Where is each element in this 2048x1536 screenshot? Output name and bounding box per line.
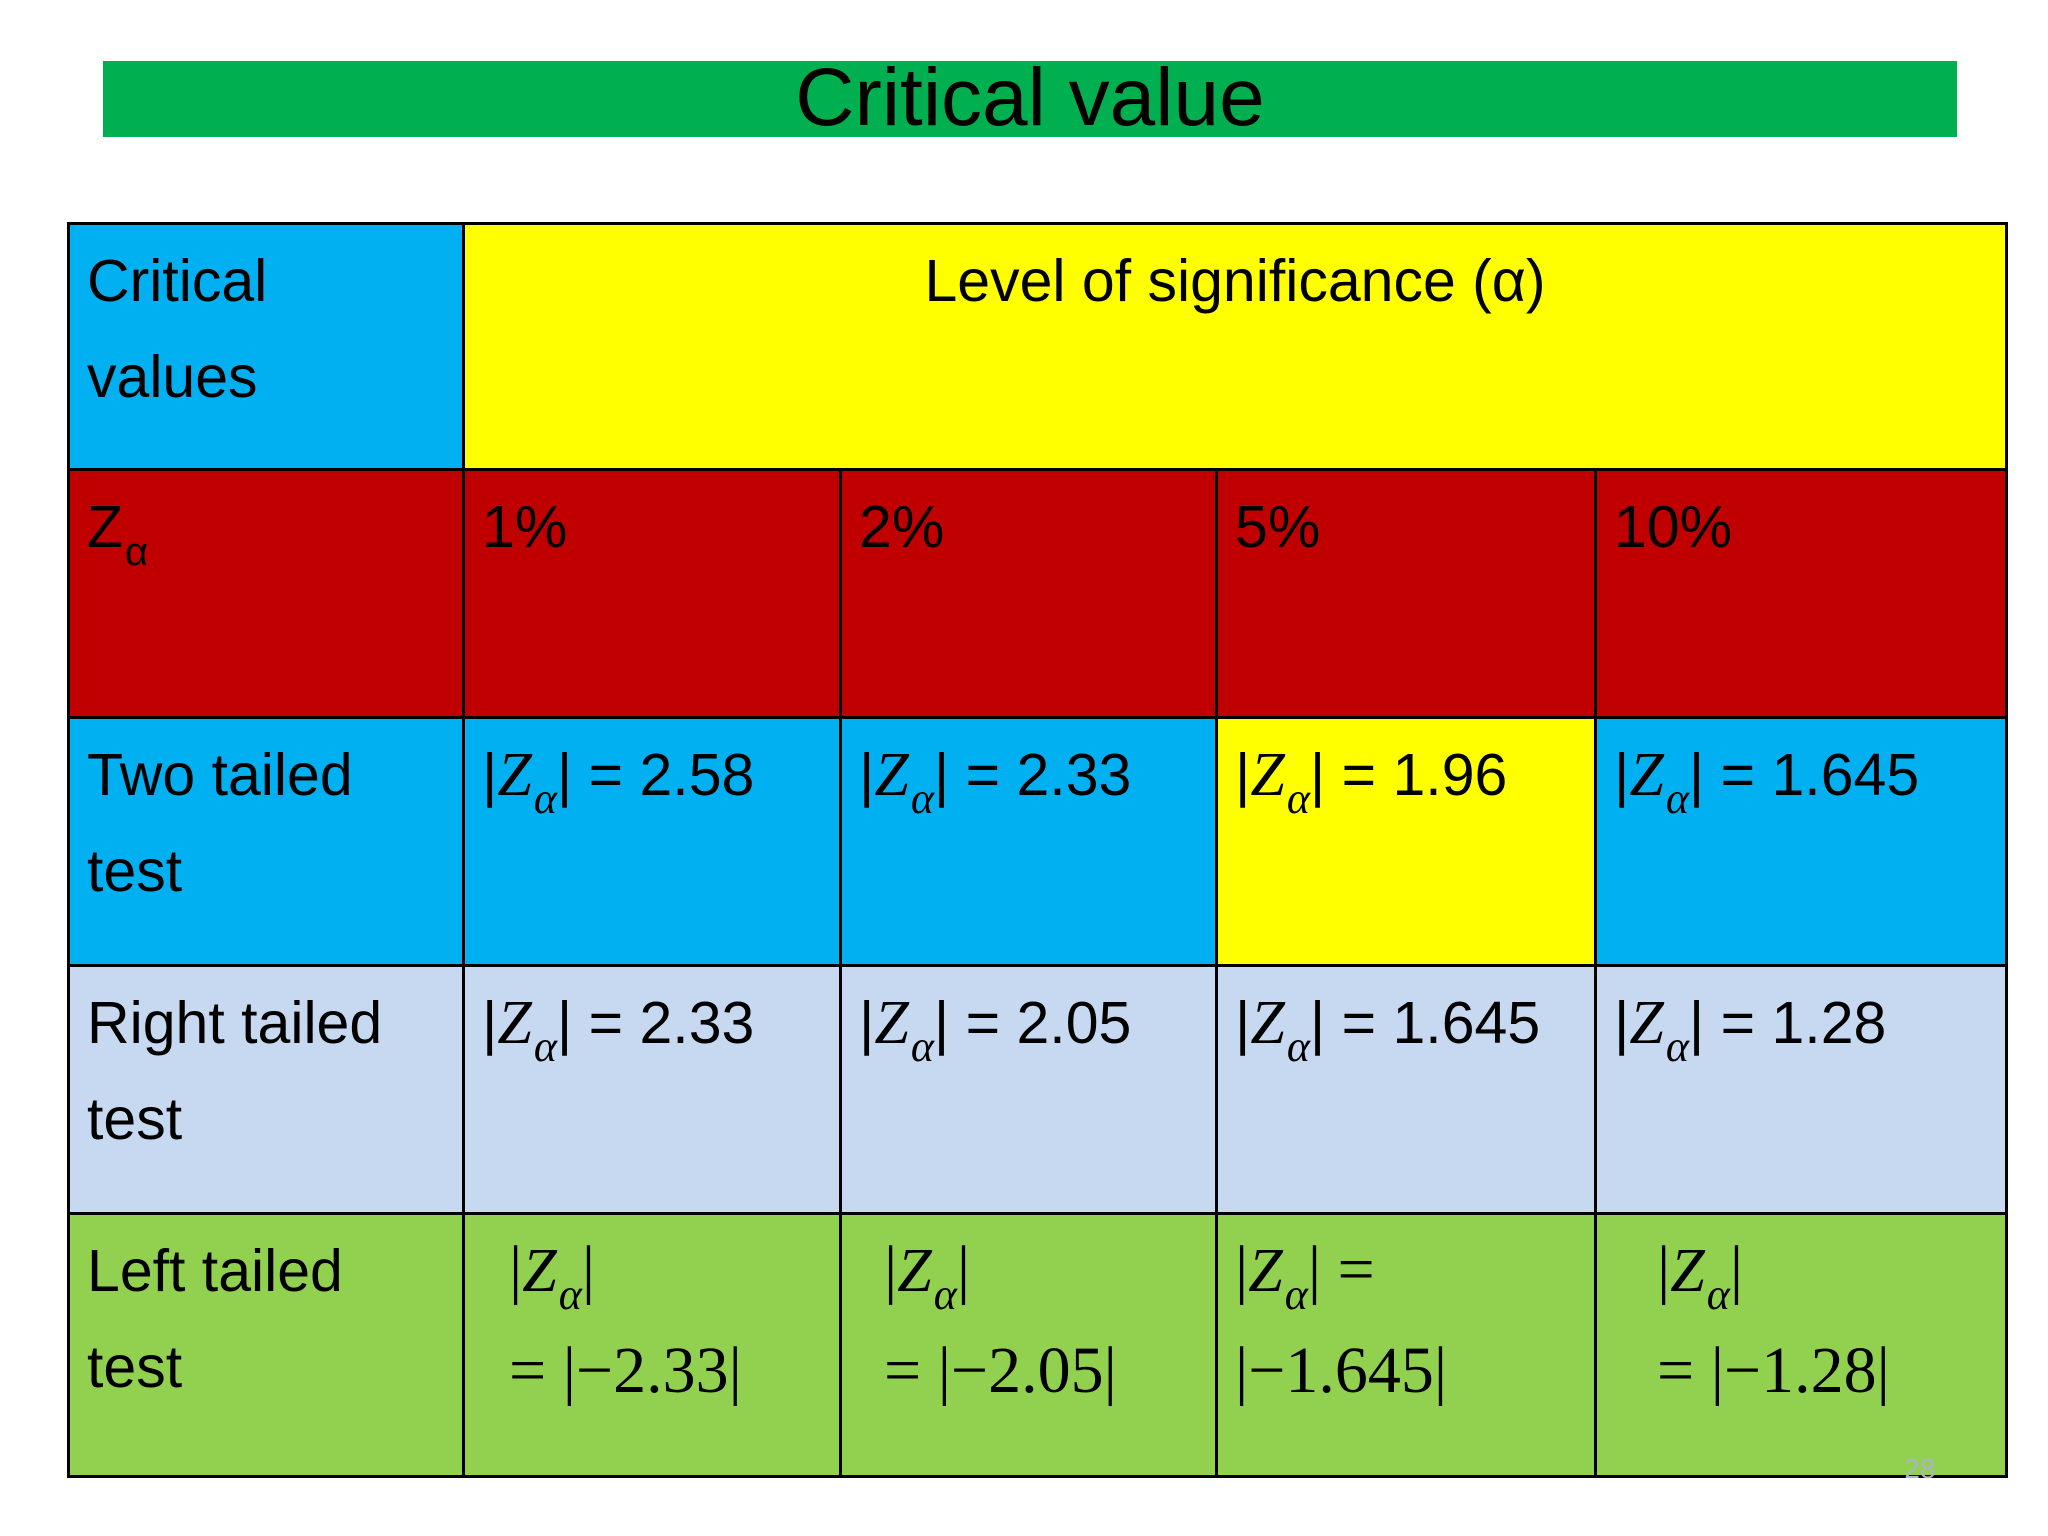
z-subscript: α bbox=[910, 774, 934, 823]
value: = 2.33 bbox=[965, 742, 1132, 808]
right-tailed-1pct-cell: |Zα| = 2.33 bbox=[465, 967, 842, 1215]
row-label-line2: test bbox=[87, 838, 183, 904]
left-tailed-10pct-cell: |Zα| = |−1.28| bbox=[1597, 1215, 2005, 1475]
critical-value-table: Critical values Level of significance (α… bbox=[67, 222, 2008, 1478]
two-tailed-2pct-cell: |Zα| = 2.33 bbox=[842, 719, 1218, 967]
alpha-level-cell: 5% bbox=[1218, 471, 1597, 719]
right-tailed-5pct-cell: |Zα| = 1.645 bbox=[1218, 967, 1597, 1215]
z-subscript: α bbox=[1665, 1022, 1689, 1071]
row-label-line1: Right tailed bbox=[87, 990, 383, 1056]
significance-header-label: Level of significance (α) bbox=[924, 248, 1546, 314]
value: = 1.28 bbox=[1720, 990, 1887, 1056]
two-tailed-10pct-cell: |Zα| = 1.645 bbox=[1597, 719, 2005, 967]
corner-header-line2: values bbox=[87, 344, 258, 410]
z-symbol: Z bbox=[522, 1237, 557, 1305]
z-subscript: α bbox=[933, 1270, 957, 1319]
value: = 1.645 bbox=[1341, 990, 1541, 1056]
value: = 1.645 bbox=[1720, 742, 1920, 808]
z-symbol: Z bbox=[1250, 989, 1285, 1057]
alpha-level-cell: 2% bbox=[842, 471, 1218, 719]
row-label-line2: test bbox=[87, 1334, 183, 1400]
z-subscript: α bbox=[1665, 774, 1689, 823]
right-tailed-10pct-cell: |Zα| = 1.28 bbox=[1597, 967, 2005, 1215]
two-tailed-1pct-cell: |Zα| = 2.58 bbox=[465, 719, 842, 967]
row-label-line2: test bbox=[87, 1086, 183, 1152]
z-symbol: Z bbox=[497, 741, 532, 809]
z-subscript: α bbox=[1706, 1270, 1730, 1319]
two-tailed-5pct-cell: |Zα| = 1.96 bbox=[1218, 719, 1597, 967]
value: = 2.58 bbox=[588, 742, 755, 808]
row-label-two-tailed: Two tailed test bbox=[70, 719, 465, 967]
right-tailed-2pct-cell: |Zα| = 2.05 bbox=[842, 967, 1218, 1215]
z-symbol: Z bbox=[1250, 741, 1285, 809]
alpha-label-cell: Zα bbox=[70, 471, 465, 719]
z-symbol: Z bbox=[1670, 1237, 1705, 1305]
alpha-level-10pct: 10% bbox=[1614, 494, 1733, 560]
left-tailed-1pct-cell: |Zα| = |−2.33| bbox=[465, 1215, 842, 1475]
z-subscript: α bbox=[1284, 1270, 1308, 1319]
alpha-subscript: α bbox=[125, 530, 149, 574]
value: = 2.33 bbox=[588, 990, 755, 1056]
row-label-left-tailed: Left tailed test bbox=[70, 1215, 465, 1475]
value: = |−1.28| bbox=[1657, 1334, 1890, 1407]
alpha-level-cell: 1% bbox=[465, 471, 842, 719]
z-symbol: Z bbox=[1629, 989, 1664, 1057]
z-subscript: α bbox=[1286, 1022, 1310, 1071]
z-subscript: α bbox=[533, 1022, 557, 1071]
z-subscript: α bbox=[533, 774, 557, 823]
z-symbol: Z bbox=[874, 741, 909, 809]
significance-header-cell: Level of significance (α) bbox=[465, 225, 2005, 471]
alpha-level-2pct: 2% bbox=[859, 494, 945, 560]
row-label-line1: Left tailed bbox=[87, 1238, 343, 1304]
left-tailed-5pct-cell: |Zα| = |−1.645| bbox=[1218, 1215, 1597, 1475]
alpha-symbol: Z bbox=[87, 494, 124, 560]
row-label-line1: Two tailed bbox=[87, 742, 353, 808]
value: = |−2.33| bbox=[509, 1334, 742, 1407]
row-label-right-tailed: Right tailed test bbox=[70, 967, 465, 1215]
z-symbol: Z bbox=[1629, 741, 1664, 809]
alpha-level-5pct: 5% bbox=[1235, 494, 1321, 560]
page-number: 28 bbox=[1904, 1453, 1936, 1484]
equals-sign: = bbox=[1337, 1233, 1375, 1306]
z-symbol: Z bbox=[897, 1237, 932, 1305]
z-subscript: α bbox=[910, 1022, 934, 1071]
value: |−1.645| bbox=[1235, 1334, 1448, 1407]
corner-header-line1: Critical bbox=[87, 248, 268, 314]
corner-header-cell: Critical values bbox=[70, 225, 465, 471]
value: = |−2.05| bbox=[884, 1334, 1117, 1407]
alpha-level-1pct: 1% bbox=[482, 494, 568, 560]
alpha-level-cell: 10% bbox=[1597, 471, 2005, 719]
z-symbol: Z bbox=[1248, 1237, 1283, 1305]
slide-title: Critical value bbox=[795, 52, 1265, 143]
z-subscript: α bbox=[558, 1270, 582, 1319]
z-symbol: Z bbox=[497, 989, 532, 1057]
left-tailed-2pct-cell: |Zα| = |−2.05| bbox=[842, 1215, 1218, 1475]
value: = 1.96 bbox=[1341, 742, 1508, 808]
z-symbol: Z bbox=[874, 989, 909, 1057]
value: = 2.05 bbox=[965, 990, 1132, 1056]
z-subscript: α bbox=[1286, 774, 1310, 823]
title-bar: Critical value bbox=[103, 53, 1957, 143]
